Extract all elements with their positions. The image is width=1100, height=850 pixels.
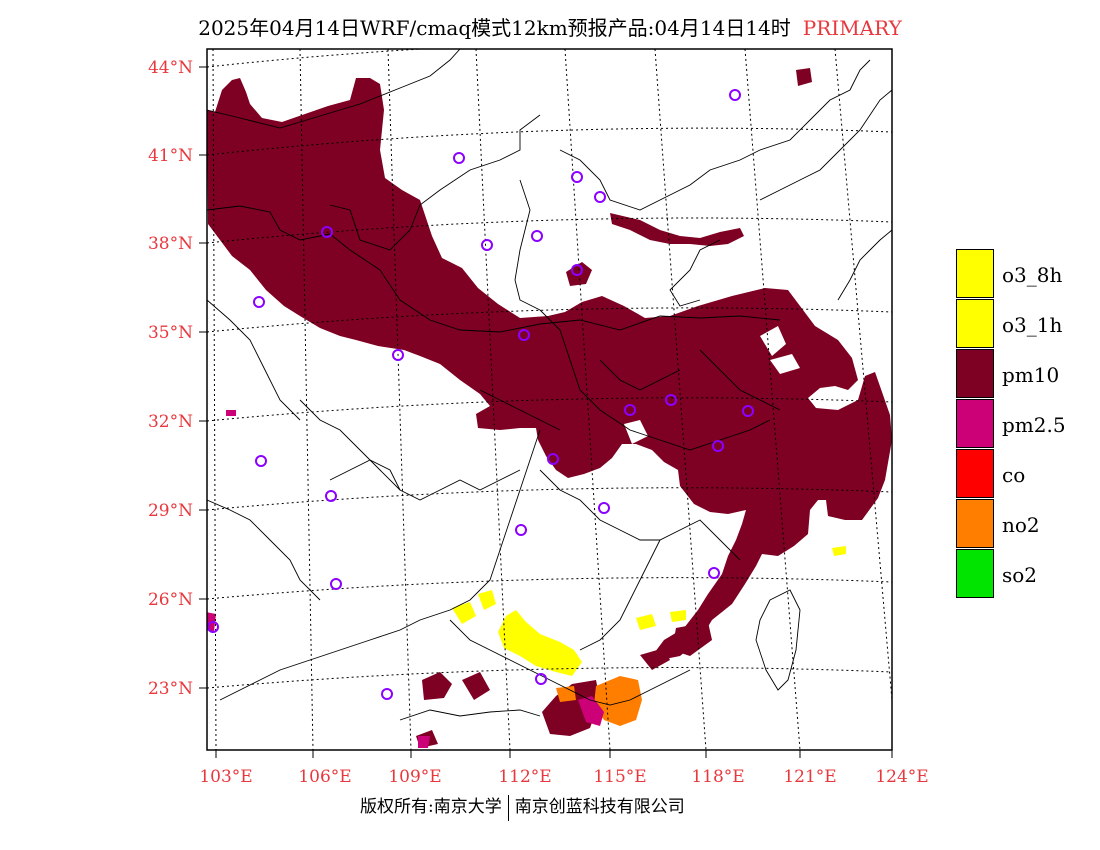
lon-label: 103°E	[199, 767, 252, 787]
station-marker	[325, 490, 337, 502]
station-marker	[515, 524, 527, 536]
legend-swatch	[956, 249, 994, 298]
legend-label: pm2.5	[1002, 413, 1066, 437]
primary-tag: PRIMARY	[802, 16, 902, 40]
legend-swatch	[956, 299, 994, 348]
station-marker	[729, 89, 741, 101]
station-marker	[253, 296, 265, 308]
legend-swatch	[956, 499, 994, 548]
station-marker	[481, 239, 493, 251]
lat-label: 29°N	[148, 501, 193, 521]
legend-swatch	[956, 349, 994, 398]
lat-label: 44°N	[148, 58, 193, 78]
lat-labels: 44°N 41°N 38°N 35°N 32°N 29°N 26°N 23°N	[148, 58, 193, 699]
legend-label: pm10	[1002, 363, 1060, 387]
station-marker	[535, 673, 547, 685]
legend-label: no2	[1002, 513, 1040, 537]
station-marker	[571, 171, 583, 183]
lon-label: 112°E	[498, 767, 551, 787]
lon-label: 106°E	[298, 767, 351, 787]
lon-label: 109°E	[388, 767, 441, 787]
map-frame	[206, 48, 893, 751]
station-marker	[330, 578, 342, 590]
station-marker	[665, 394, 677, 406]
lon-label: 121°E	[783, 767, 836, 787]
copyright-right: 南京创蓝科技有限公司	[514, 797, 685, 817]
map-content	[207, 49, 892, 750]
legend-swatch	[956, 449, 994, 498]
station-marker	[381, 688, 393, 700]
copyright-line: 版权所有:南京大学 南京创蓝科技有限公司	[360, 792, 685, 821]
station-marker	[594, 191, 606, 203]
station-marker	[207, 621, 219, 633]
station-marker	[742, 405, 754, 417]
copyright-left: 版权所有:南京大学	[360, 797, 502, 817]
legend-label: o3_1h	[1002, 313, 1063, 337]
title-main: 2025年04月14日WRF/cmaq模式12km预报产品:04月14日14时	[198, 16, 791, 40]
legend-label: co	[1002, 463, 1026, 487]
station-marker	[712, 440, 724, 452]
station-marker	[392, 349, 404, 361]
lon-label: 124°E	[875, 767, 928, 787]
station-marker	[321, 226, 333, 238]
station-markers	[207, 89, 754, 700]
tick-marks	[199, 66, 893, 758]
graticule	[207, 49, 892, 750]
lat-label: 38°N	[148, 234, 193, 254]
legend-label: so2	[1002, 563, 1038, 587]
station-marker	[708, 567, 720, 579]
station-marker	[453, 152, 465, 164]
station-marker	[518, 329, 530, 341]
station-marker	[547, 453, 559, 465]
lat-label: 32°N	[148, 412, 193, 432]
lon-label: 115°E	[593, 767, 646, 787]
station-marker	[255, 455, 267, 467]
o3-region	[452, 546, 846, 676]
station-marker	[624, 404, 636, 416]
station-marker	[598, 502, 610, 514]
lon-label: 118°E	[691, 767, 744, 787]
legend-swatch	[956, 399, 994, 448]
station-marker	[531, 230, 543, 242]
station-marker	[571, 264, 583, 276]
lat-label: 41°N	[148, 146, 193, 166]
legend-swatch	[956, 549, 994, 598]
pm10-region	[207, 68, 892, 748]
lat-label: 26°N	[148, 590, 193, 610]
lat-label: 23°N	[148, 679, 193, 699]
lon-labels: 103°E 106°E 109°E 112°E 115°E 118°E 121°…	[199, 767, 928, 787]
legend-label: o3_8h	[1002, 263, 1063, 287]
copyright-divider	[507, 794, 509, 821]
boundaries	[207, 49, 892, 721]
lat-label: 35°N	[148, 323, 193, 343]
map-title: 2025年04月14日WRF/cmaq模式12km预报产品:04月14日14时 P…	[0, 12, 1100, 41]
